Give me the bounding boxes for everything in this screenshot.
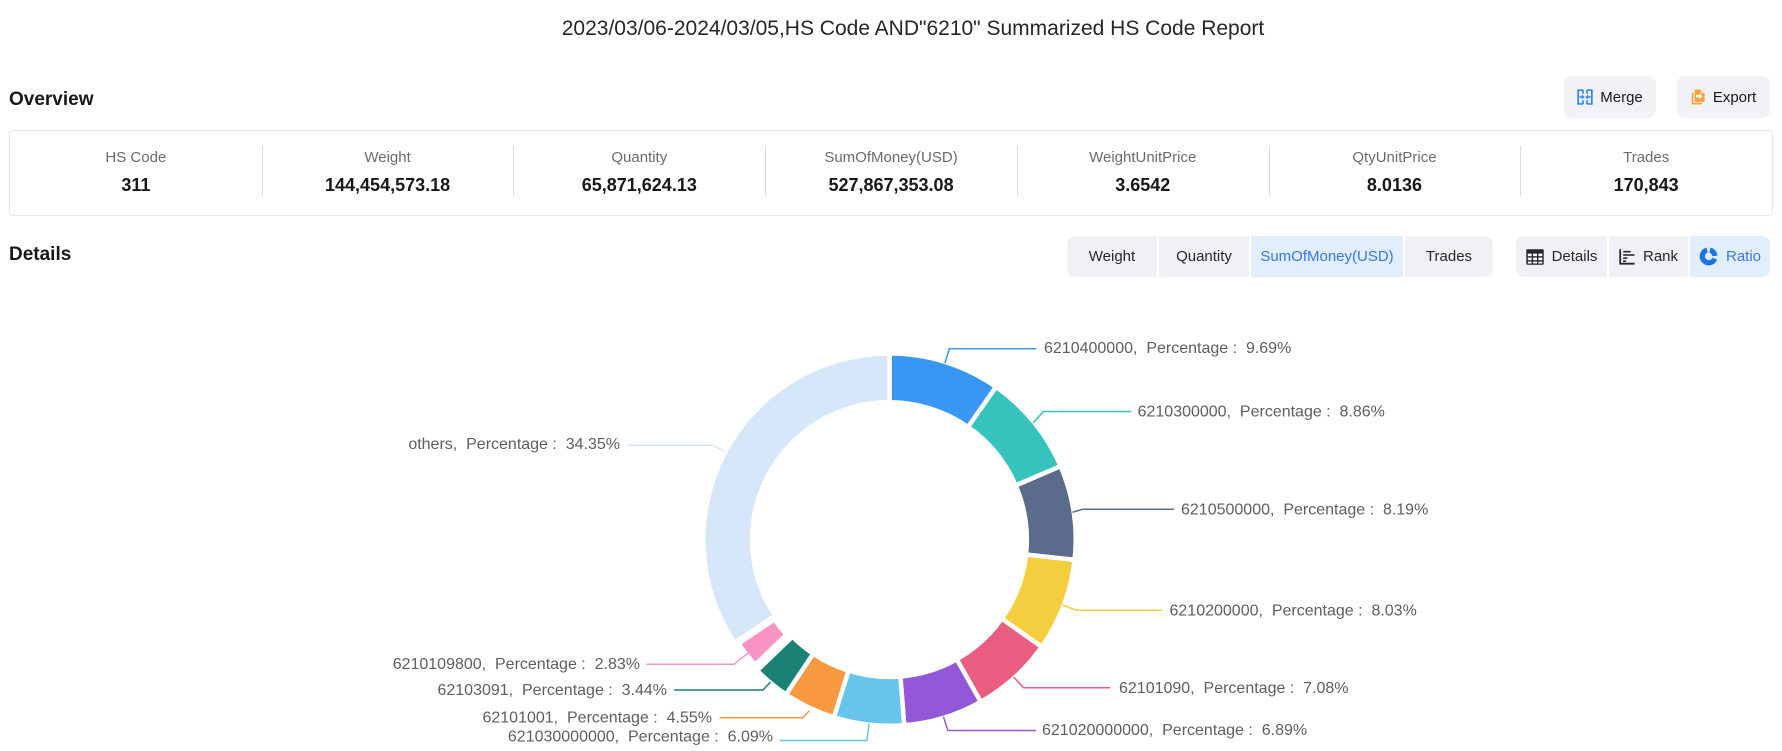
svg-text:62103091, Percentage : 3.44%: 62103091, Percentage : 3.44% (437, 682, 667, 699)
svg-text:6210400000, Percentage : 9.6: 6210400000, Percentage : 9.69% (1044, 340, 1291, 357)
svg-text:others, Percentage : 34.35%: others, Percentage : 34.35% (408, 436, 620, 453)
svg-text:6210109800, Percentage : 2.8: 6210109800, Percentage : 2.83% (393, 656, 640, 673)
svg-text:62101001, Percentage : 4.55%: 62101001, Percentage : 4.55% (482, 710, 712, 727)
svg-text:6210500000, Percentage : 8.1: 6210500000, Percentage : 8.19% (1181, 502, 1428, 519)
svg-text:62101090, Percentage : 7.08%: 62101090, Percentage : 7.08% (1119, 680, 1349, 697)
svg-text:621030000000, Percentage : 6: 621030000000, Percentage : 6.09% (508, 729, 773, 746)
svg-text:621020000000, Percentage : 6: 621020000000, Percentage : 6.89% (1042, 722, 1307, 739)
svg-text:6210200000, Percentage : 8.0: 6210200000, Percentage : 8.03% (1170, 603, 1417, 620)
svg-text:6210300000, Percentage : 8.8: 6210300000, Percentage : 8.86% (1138, 404, 1385, 421)
